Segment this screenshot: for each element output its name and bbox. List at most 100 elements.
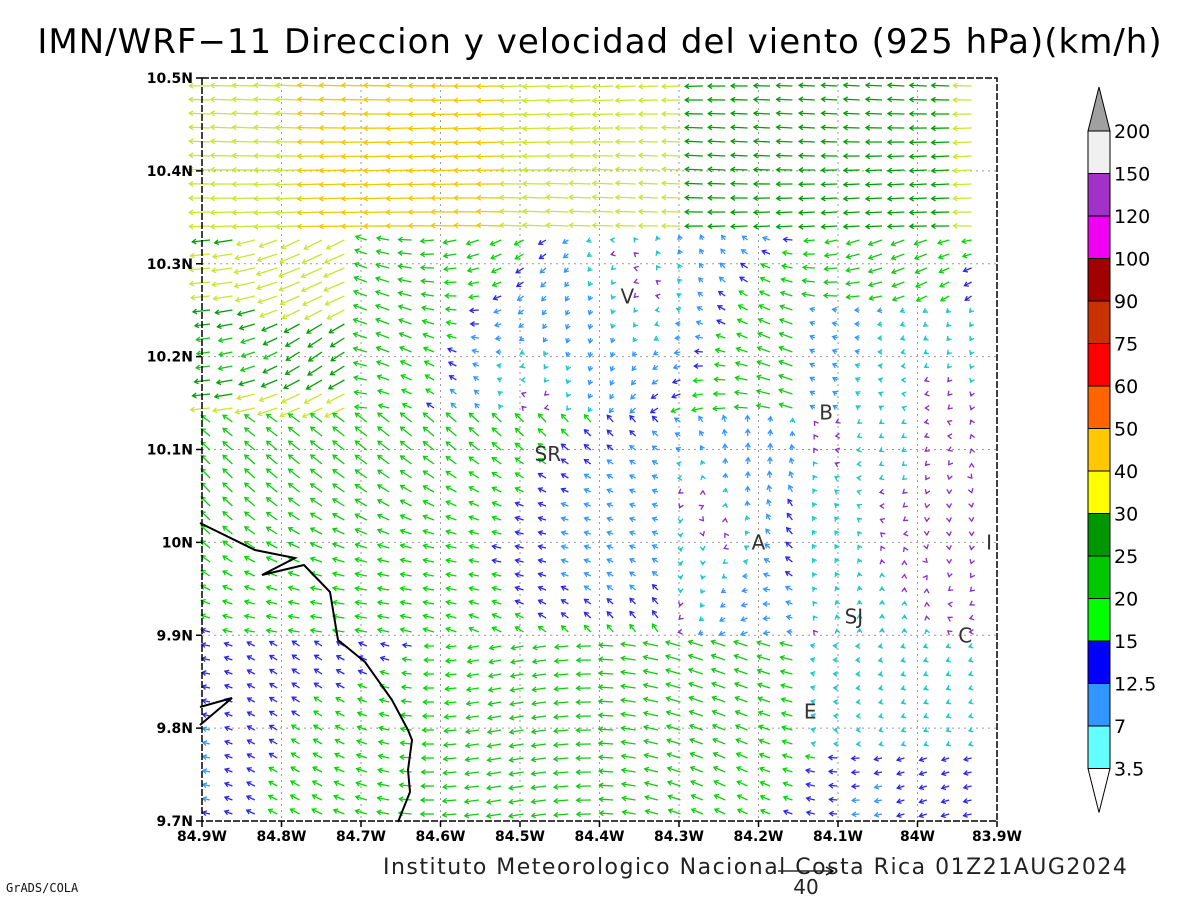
wind-vector-shaft [446, 485, 457, 493]
wind-vector-head [223, 683, 230, 690]
wind-vector [737, 304, 748, 311]
wind-vector-head [532, 644, 538, 651]
wind-vector-head [969, 600, 975, 606]
wind-vector [779, 640, 793, 647]
wind-vector [688, 695, 704, 703]
wind-vector [296, 96, 323, 103]
wind-vector-shaft [210, 112, 233, 115]
wind-vector-shaft [538, 443, 547, 451]
wind-vector-shaft [555, 645, 569, 648]
wind-vector-shaft [685, 126, 703, 129]
wind-vector [565, 378, 572, 385]
wind-vector-shaft [554, 673, 569, 676]
wind-vector-head [545, 222, 551, 229]
wind-vector-shaft [308, 351, 323, 362]
wind-vector [952, 96, 972, 103]
wind-vector-head [767, 428, 774, 435]
wind-vector-shaft [454, 141, 479, 144]
wind-vector [591, 194, 614, 201]
wind-vector-head [952, 222, 958, 229]
wind-vector-head [876, 321, 883, 328]
wind-vector-head [707, 83, 713, 90]
wind-vector-head [222, 570, 228, 576]
wind-vector [256, 407, 278, 417]
wind-vector-head [430, 139, 436, 146]
wind-vector-shaft [431, 141, 457, 144]
wind-vector [553, 700, 569, 706]
wind-vector-shaft [843, 112, 860, 115]
wind-vector-head [340, 195, 347, 202]
wind-vector-head [222, 496, 228, 502]
wind-vector-head [352, 375, 359, 381]
wind-vector [855, 405, 861, 411]
wind-vector [797, 167, 815, 173]
wind-vector-head [877, 671, 884, 677]
wind-vector-shaft [235, 407, 255, 414]
wind-vector-shaft [355, 249, 368, 255]
wind-vector [231, 195, 255, 202]
wind-vector-head [924, 615, 931, 621]
wind-vector-head [857, 544, 863, 550]
wind-vector [720, 234, 727, 241]
wind-vector [398, 345, 412, 353]
wind-vector-head [952, 209, 958, 216]
wind-vector-head [952, 195, 958, 202]
wind-vector-head [496, 377, 503, 383]
wind-vector-shaft [222, 496, 233, 507]
wind-vector [493, 321, 502, 328]
wind-vector-shaft [711, 668, 726, 675]
wind-vector-shaft [712, 724, 726, 731]
wind-vector [521, 166, 547, 173]
wind-vector-shaft [490, 239, 502, 246]
wind-vector [952, 181, 972, 188]
wind-vector [318, 139, 345, 146]
wind-vector-head [952, 167, 958, 174]
wind-vector [741, 573, 748, 579]
wind-vector-head [575, 643, 582, 650]
wind-vector-head [677, 248, 683, 255]
wind-vector-head [963, 281, 969, 287]
wind-vector [952, 195, 972, 202]
wind-vector [651, 474, 659, 480]
wind-vector [809, 334, 816, 341]
wind-vector [823, 252, 838, 259]
wind-vector [876, 321, 883, 328]
wind-vector-head [687, 639, 694, 646]
wind-vector-head [221, 613, 228, 620]
wind-vector [189, 294, 211, 301]
wind-vector-head [353, 275, 359, 282]
wind-vector-shaft [546, 99, 569, 102]
wind-vector-shaft [963, 267, 972, 272]
wind-vector-shaft [554, 659, 569, 662]
wind-vector-shaft [731, 225, 748, 228]
wind-vector [284, 365, 300, 375]
wind-vector-head [514, 571, 520, 578]
wind-vector-head [780, 263, 787, 270]
wind-vector-head [786, 628, 792, 635]
wind-vector [762, 600, 771, 607]
wind-vector [313, 640, 323, 647]
wind-vector-head [545, 194, 551, 201]
wind-vector [775, 223, 793, 230]
wind-vector-head [354, 542, 360, 549]
wind-vector [468, 307, 479, 314]
wind-vector-shaft [487, 729, 502, 733]
wind-vector-shaft [708, 154, 726, 157]
wind-vector-head [900, 699, 907, 705]
wind-vector [736, 318, 748, 325]
wind-vector [466, 253, 479, 260]
wind-vector-shaft [554, 687, 569, 690]
wind-vector-shaft [756, 390, 771, 395]
wind-vector [422, 485, 435, 493]
wind-vector [309, 497, 323, 507]
wind-vector-head [510, 644, 516, 651]
wind-vector-head [684, 194, 690, 201]
wind-vector-head [962, 267, 969, 273]
wind-vector-shaft [708, 182, 726, 185]
wind-vector-shaft [629, 584, 637, 591]
wind-vector-head [268, 696, 275, 702]
wind-vector-head [660, 166, 667, 173]
wind-vector-head [530, 728, 537, 735]
wind-vector-head [707, 180, 713, 187]
wind-vector [915, 295, 928, 302]
